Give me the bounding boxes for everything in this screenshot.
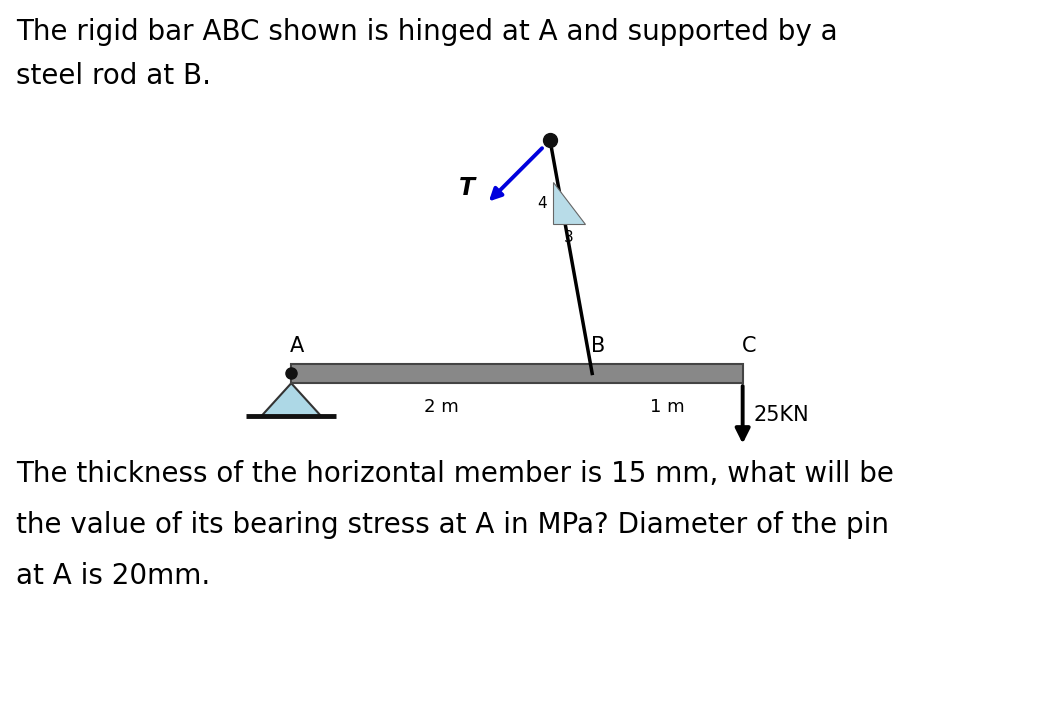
Text: 25KN: 25KN xyxy=(753,405,809,425)
Text: C: C xyxy=(742,336,756,356)
Text: A: A xyxy=(290,336,304,356)
Text: 4: 4 xyxy=(538,196,547,211)
Text: The rigid bar ABC shown is hinged at A and supported by a: The rigid bar ABC shown is hinged at A a… xyxy=(16,18,837,46)
Text: 3: 3 xyxy=(564,231,573,246)
Text: the value of its bearing stress at A in MPa? Diameter of the pin: the value of its bearing stress at A in … xyxy=(16,511,889,539)
Polygon shape xyxy=(553,183,585,225)
FancyBboxPatch shape xyxy=(291,364,743,384)
Text: at A is 20mm.: at A is 20mm. xyxy=(16,562,210,590)
Text: steel rod at B.: steel rod at B. xyxy=(16,62,210,90)
Text: The thickness of the horizontal member is 15 mm, what will be: The thickness of the horizontal member i… xyxy=(16,460,893,489)
Text: T: T xyxy=(460,176,476,200)
Text: B: B xyxy=(591,336,605,356)
Text: 1 m: 1 m xyxy=(650,398,685,416)
Text: 2 m: 2 m xyxy=(424,398,459,416)
Polygon shape xyxy=(261,384,321,416)
